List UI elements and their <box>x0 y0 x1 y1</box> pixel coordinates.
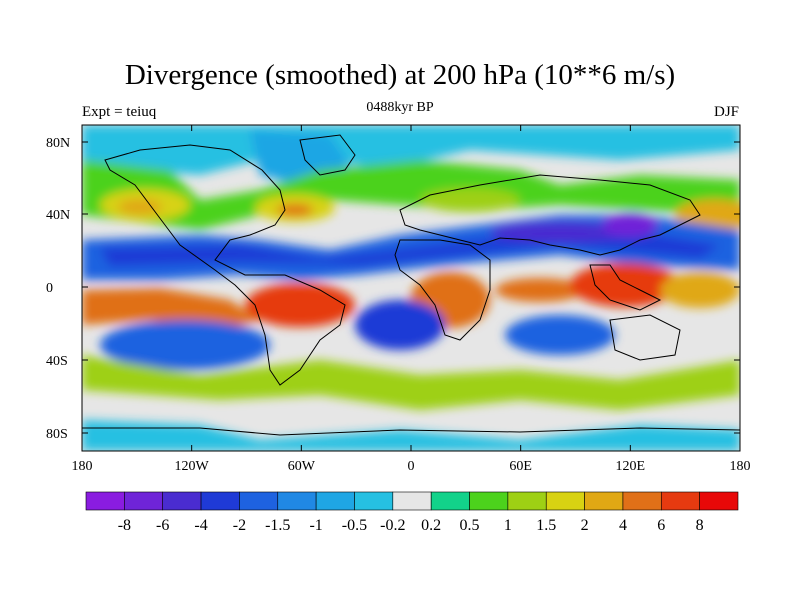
colorbar-swatch <box>200 491 240 511</box>
colorbar-label: 6 <box>657 517 665 534</box>
colorbar-swatch <box>699 491 739 511</box>
colorbar: -8 -6 -4 -2 -1.5 -1 -0.5 -0.2 0.2 0.5 1 1.5 2 4 6 8 <box>85 491 739 534</box>
colorbar-swatch <box>354 491 394 511</box>
latitude-axis: 80N 40N 0 40S 80S <box>46 136 740 442</box>
africa-outline <box>394 239 491 341</box>
lon-tick-label: 0 <box>408 459 415 474</box>
colorbar-swatch <box>85 491 125 511</box>
lon-tick-label: 60W <box>288 459 316 474</box>
eurasia-outline <box>399 174 701 256</box>
colorbar-label: 4 <box>619 517 627 534</box>
colorbar-swatch <box>622 491 662 511</box>
field-tropic-orange-west <box>82 288 260 330</box>
colorbar-label: -2 <box>233 517 246 534</box>
longitude-axis: 180 120W 60W 0 60E 120E 180 <box>72 125 751 474</box>
colorbar-label: -6 <box>156 517 169 534</box>
field-south-green <box>82 355 740 410</box>
period-label: 0488kyr BP <box>366 100 434 115</box>
colorbar-swatch <box>469 491 509 511</box>
colorbar-label: -0.2 <box>380 517 405 534</box>
colorbar-swatch <box>239 491 279 511</box>
lon-tick-label: 180 <box>730 459 751 474</box>
colorbar-swatch <box>124 491 164 511</box>
field-sa-red <box>245 283 355 327</box>
lat-tick-label: 40S <box>46 354 68 369</box>
field-north-green <box>82 160 740 230</box>
field-n-orange-1 <box>118 199 162 215</box>
colorbar-label: -8 <box>118 517 131 534</box>
chart-title: Divergence (smoothed) at 200 hPa (10**6 … <box>124 59 676 91</box>
season-label: DJF <box>713 104 739 120</box>
colorbar-swatch <box>315 491 355 511</box>
colorbar-swatch <box>660 491 700 511</box>
field-wp-orange <box>660 272 740 308</box>
field-si-blue <box>505 315 615 355</box>
field-arctic-blue <box>82 125 740 175</box>
lat-tick-label: 80N <box>46 136 70 151</box>
colorbar-swatch <box>507 491 547 511</box>
colorbar-label: 1.5 <box>536 517 556 534</box>
field-io-orange <box>495 278 585 302</box>
field-sp-blue <box>100 320 270 370</box>
colorbar-swatch <box>277 491 317 511</box>
lon-tick-label: 60E <box>509 459 532 474</box>
field-eq-violet <box>490 222 630 242</box>
colorbar-label: 0.5 <box>460 517 480 534</box>
colorbar-label: 2 <box>581 517 589 534</box>
field-sa-blue <box>355 300 445 350</box>
colorbar-label: 0.2 <box>421 517 441 534</box>
indonesia-outline <box>589 264 662 311</box>
colorbar-swatch <box>392 491 432 511</box>
lon-tick-label: 180 <box>72 459 93 474</box>
colorbar-label: 1 <box>504 517 512 534</box>
field-eq-violet-2 <box>602 213 658 237</box>
field-antarctic-blue <box>82 420 740 451</box>
colorbar-label: 8 <box>696 517 704 534</box>
lon-tick-label: 120E <box>616 459 646 474</box>
experiment-label: Expt = teiuq <box>82 104 157 120</box>
colorbar-swatch <box>584 491 624 511</box>
lon-tick-label: 120W <box>175 459 210 474</box>
colorbar-label: -1 <box>309 517 322 534</box>
field-n-orange-2 <box>277 204 313 216</box>
lat-tick-label: 40N <box>46 208 70 223</box>
coastlines <box>82 134 740 436</box>
field-n-lime <box>420 188 520 212</box>
greenland-outline <box>299 134 356 176</box>
colorbar-label: -0.5 <box>342 517 367 534</box>
colorbar-label: -4 <box>194 517 207 534</box>
colorbar-label: -1.5 <box>265 517 290 534</box>
australia-outline <box>609 314 681 361</box>
americas-outline <box>104 144 346 386</box>
lat-tick-label: 80S <box>46 427 68 442</box>
antarctica-outline <box>82 427 740 436</box>
colorbar-swatch <box>162 491 202 511</box>
lat-tick-label: 0 <box>46 281 53 296</box>
colorbar-swatch <box>545 491 585 511</box>
divergence-field <box>82 125 740 451</box>
colorbar-swatch <box>430 491 470 511</box>
